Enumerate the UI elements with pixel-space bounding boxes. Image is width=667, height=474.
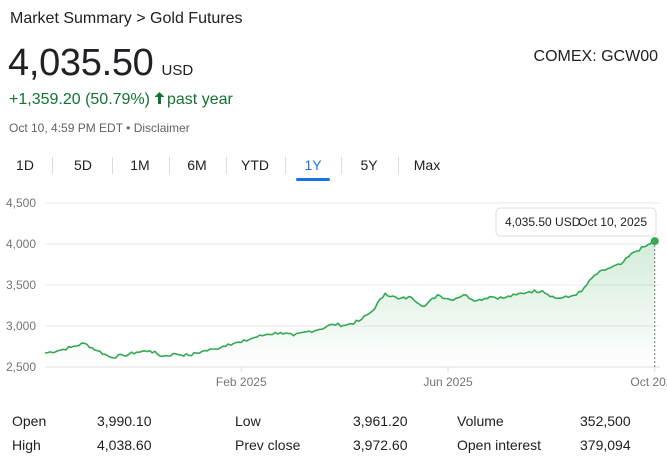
stat-open-value: 3,990.10 (97, 413, 152, 429)
y-tick-label: 2,500 (6, 360, 36, 374)
disclaimer-link[interactable]: Disclaimer (133, 121, 190, 135)
tab-ytd[interactable]: YTD (241, 157, 269, 173)
breadcrumb-separator: > (136, 10, 146, 27)
y-tick-label: 3,000 (6, 319, 36, 333)
x-tick-label: Feb 2025 (216, 375, 267, 389)
stat-high-label: High (12, 437, 41, 453)
tab-1m[interactable]: 1M (130, 157, 150, 173)
arrow-up-icon (154, 91, 165, 109)
price-value: 4,035.50 (8, 42, 154, 84)
y-tick-label: 3,500 (6, 278, 36, 292)
change-period: past year (167, 91, 233, 108)
timestamp-text: Oct 10, 4:59 PM EDT (9, 121, 123, 135)
tab-1y[interactable]: 1Y (296, 150, 330, 181)
tab-1d[interactable]: 1D (16, 157, 34, 173)
x-tick-label: Jun 2025 (423, 375, 473, 389)
series-area (45, 241, 655, 367)
range-tabs: 1D 5D 1M 6M YTD 1Y 5Y Max (0, 150, 667, 182)
tab-max[interactable]: Max (413, 157, 441, 173)
stat-low-label: Low (235, 413, 261, 429)
stat-open-interest-value: 379,094 (580, 437, 631, 453)
stat-prev-close-label: Prev close (235, 437, 301, 453)
tooltip-date: Oct 10, 2025 (578, 215, 647, 229)
tooltip-box (495, 207, 657, 237)
stat-low-value: 3,961.20 (353, 413, 408, 429)
stat-high-value: 4,038.60 (97, 437, 152, 453)
timestamp: Oct 10, 4:59 PM EDT • Disclaimer (9, 121, 190, 135)
breadcrumb: Market Summary > Gold Futures (10, 10, 243, 28)
y-tick-label: 4,500 (6, 196, 36, 210)
breadcrumb-current: Gold Futures (150, 10, 243, 27)
currency-label: USD (161, 62, 194, 79)
price-change: +1,359.20 (50.79%) past year (9, 91, 233, 109)
price-row: 4,035.50 USD (8, 42, 193, 85)
stat-volume-label: Volume (457, 413, 504, 429)
tab-5d[interactable]: 5D (74, 157, 92, 173)
tab-6m[interactable]: 6M (187, 157, 207, 173)
stat-open-label: Open (12, 413, 47, 429)
last-point-marker (650, 237, 659, 246)
ticker-symbol: COMEX: GCW00 (533, 48, 658, 65)
tooltip-value: 4,035.50 USD (505, 215, 581, 229)
series-line (44, 240, 655, 359)
breadcrumb-parent-link[interactable]: Market Summary (10, 10, 132, 27)
price-chart[interactable]: 2,500 3,000 3,500 4,000 4,500 Feb 2025 Jun 202… (0, 190, 667, 400)
x-tick-label: Oct 2025 (630, 375, 667, 389)
stat-volume-value: 352,500 (580, 413, 631, 429)
y-tick-label: 4,000 (6, 237, 36, 251)
stat-open-interest-label: Open interest (457, 437, 542, 453)
tab-5y[interactable]: 5Y (360, 157, 378, 173)
stat-prev-close-value: 3,972.60 (353, 437, 408, 453)
change-value: +1,359.20 (50.79%) (9, 91, 150, 108)
